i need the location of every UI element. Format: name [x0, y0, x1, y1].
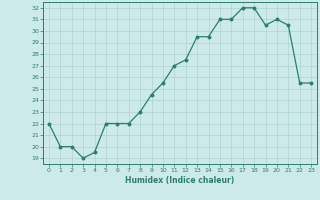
X-axis label: Humidex (Indice chaleur): Humidex (Indice chaleur) — [125, 176, 235, 185]
